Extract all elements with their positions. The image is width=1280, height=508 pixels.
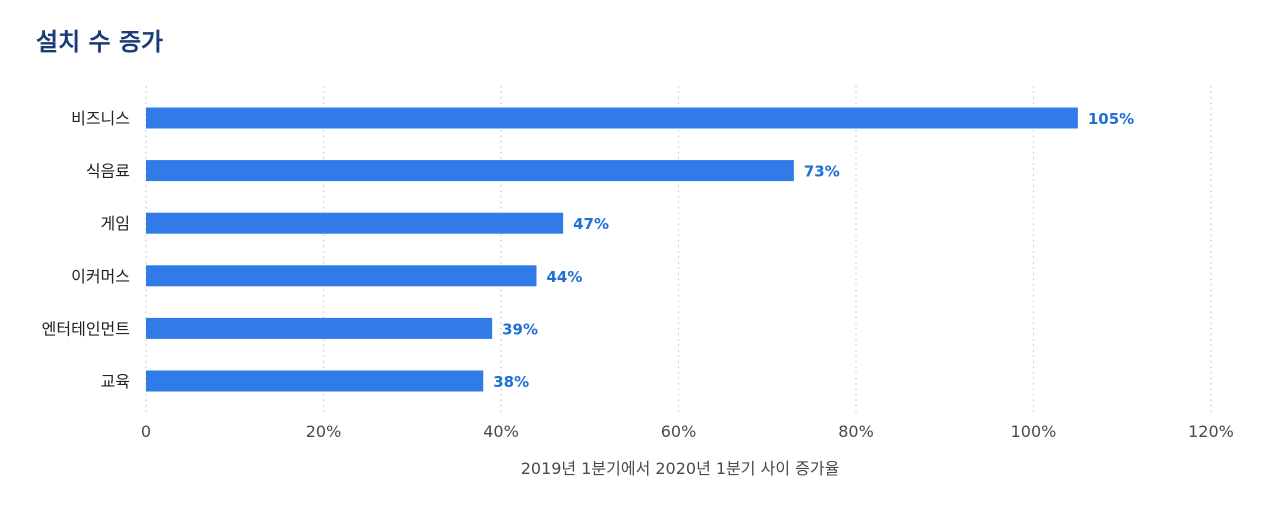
value-label: 105%	[1088, 110, 1134, 128]
gridlines	[145, 86, 1212, 412]
bar	[146, 317, 493, 339]
category-label: 식음료	[86, 162, 130, 181]
x-tick-label: 20%	[306, 422, 342, 441]
category-label: 이커머스	[71, 267, 130, 286]
value-labels: 105% 73% 47% 44% 39% 38%	[493, 110, 1134, 391]
x-tick-labels: 0 20% 40% 60% 80% 100% 120%	[141, 422, 1234, 441]
bar	[146, 212, 564, 234]
value-label: 47%	[573, 215, 609, 233]
value-label: 38%	[493, 373, 529, 391]
bar	[146, 107, 1078, 129]
x-tick-label: 100%	[1011, 422, 1057, 441]
x-axis-label: 2019년 1분기에서 2020년 1분기 사이 증가율	[521, 459, 840, 478]
bar	[146, 265, 537, 287]
value-label: 39%	[502, 320, 538, 338]
bar	[146, 160, 794, 182]
category-label: 게임	[101, 214, 130, 233]
category-label: 비즈니스	[71, 109, 130, 128]
x-tick-label: 0	[141, 422, 151, 441]
x-tick-label: 80%	[838, 422, 874, 441]
x-tick-label: 120%	[1188, 422, 1234, 441]
category-label: 엔터테인먼트	[42, 319, 130, 338]
value-label: 44%	[547, 268, 583, 286]
bars	[146, 107, 1078, 392]
x-tick-label: 40%	[483, 422, 519, 441]
bar	[146, 370, 484, 392]
chart-title: 설치 수 증가	[36, 28, 164, 56]
value-label: 73%	[804, 163, 840, 181]
x-tick-label: 60%	[661, 422, 697, 441]
category-label: 교육	[101, 372, 130, 391]
